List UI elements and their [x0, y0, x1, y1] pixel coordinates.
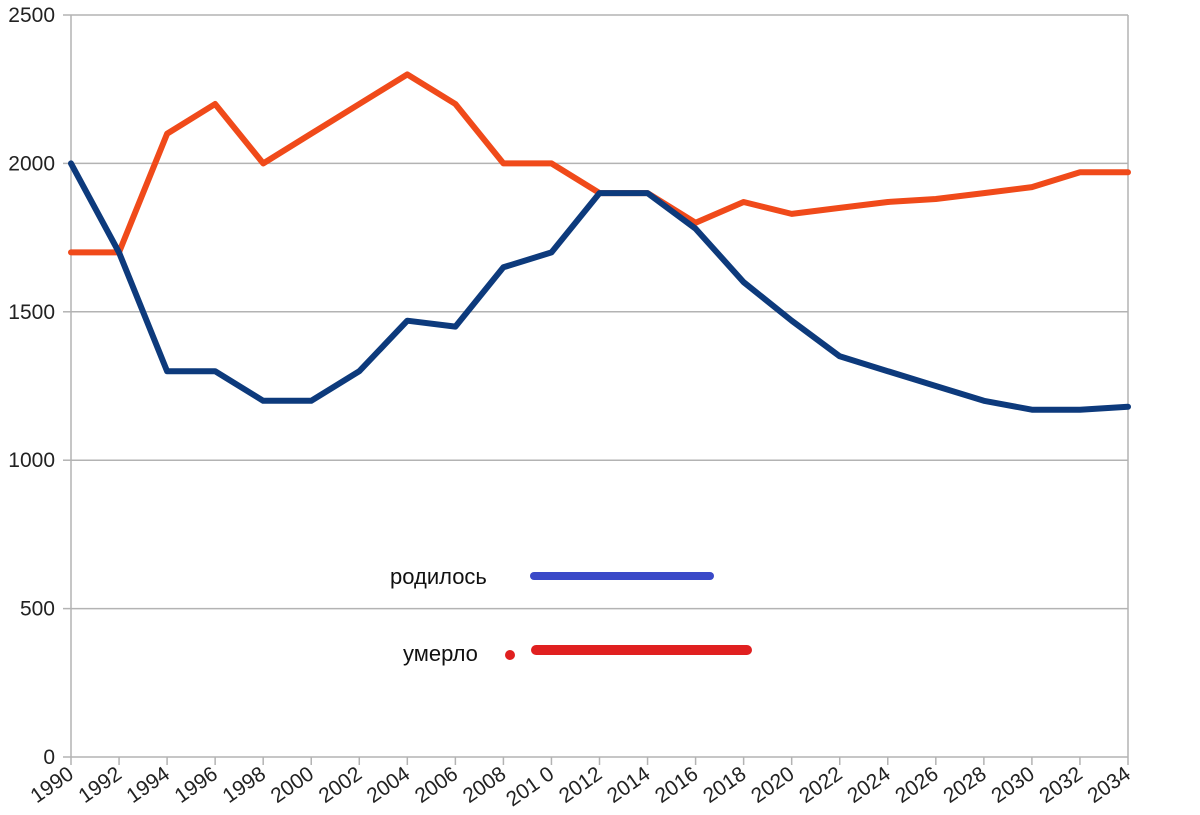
x-tick-label-2022: 2022: [795, 762, 846, 808]
x-tick-label-2032: 2032: [1035, 762, 1086, 808]
y-tick-labels: 0 500 1000 1500 2000 2500: [8, 4, 55, 769]
x-tick-label-1992: 1992: [74, 762, 125, 808]
x-tick-label-2030: 2030: [987, 762, 1038, 808]
x-tick-label-1990: 1990: [26, 762, 77, 808]
x-tick-label-1994: 1994: [122, 762, 174, 808]
x-tick-labels: 1990199219941996199820002002200420062008…: [26, 762, 1135, 811]
series-line-born: [68, 160, 1131, 413]
x-tick-label-2026: 2026: [891, 762, 942, 808]
x-tick-label-2016: 2016: [651, 762, 702, 808]
legend: родилось умерло: [390, 564, 752, 666]
x-tick-label-2010: 201 0: [502, 762, 558, 811]
x-tick-label-2004: 2004: [363, 762, 415, 808]
x-tick-label-2028: 2028: [939, 762, 990, 808]
x-tick-label-1998: 1998: [219, 762, 270, 808]
x-tick-label-2000: 2000: [267, 762, 318, 808]
x-tick-label-2018: 2018: [699, 762, 750, 808]
gridlines: [63, 14, 1129, 765]
legend-marker-died: [505, 650, 515, 660]
legend-label-born: родилось: [390, 564, 487, 589]
x-tick-label-1996: 1996: [171, 762, 222, 808]
y-tick-label-2500: 2500: [8, 4, 55, 27]
series-lines: [68, 71, 1131, 413]
x-tick-label-2006: 2006: [411, 762, 462, 808]
x-tick-label-2024: 2024: [843, 762, 895, 808]
x-tick-label-2020: 2020: [747, 762, 798, 808]
y-tick-label-1500: 1500: [8, 301, 55, 324]
y-tick-label-1000: 1000: [8, 449, 55, 472]
y-tick-label-0: 0: [43, 746, 55, 769]
x-tick-label-2034: 2034: [1083, 762, 1135, 808]
y-tick-label-2000: 2000: [8, 152, 55, 175]
legend-label-died: умерло: [403, 641, 478, 666]
y-tick-label-500: 500: [20, 598, 55, 621]
axes: [70, 15, 1128, 758]
x-tick-label-2008: 2008: [459, 762, 510, 808]
x-tick-label-2014: 2014: [603, 762, 655, 808]
x-tick-label-2012: 2012: [555, 762, 606, 808]
x-tick-label-2002: 2002: [315, 762, 366, 808]
